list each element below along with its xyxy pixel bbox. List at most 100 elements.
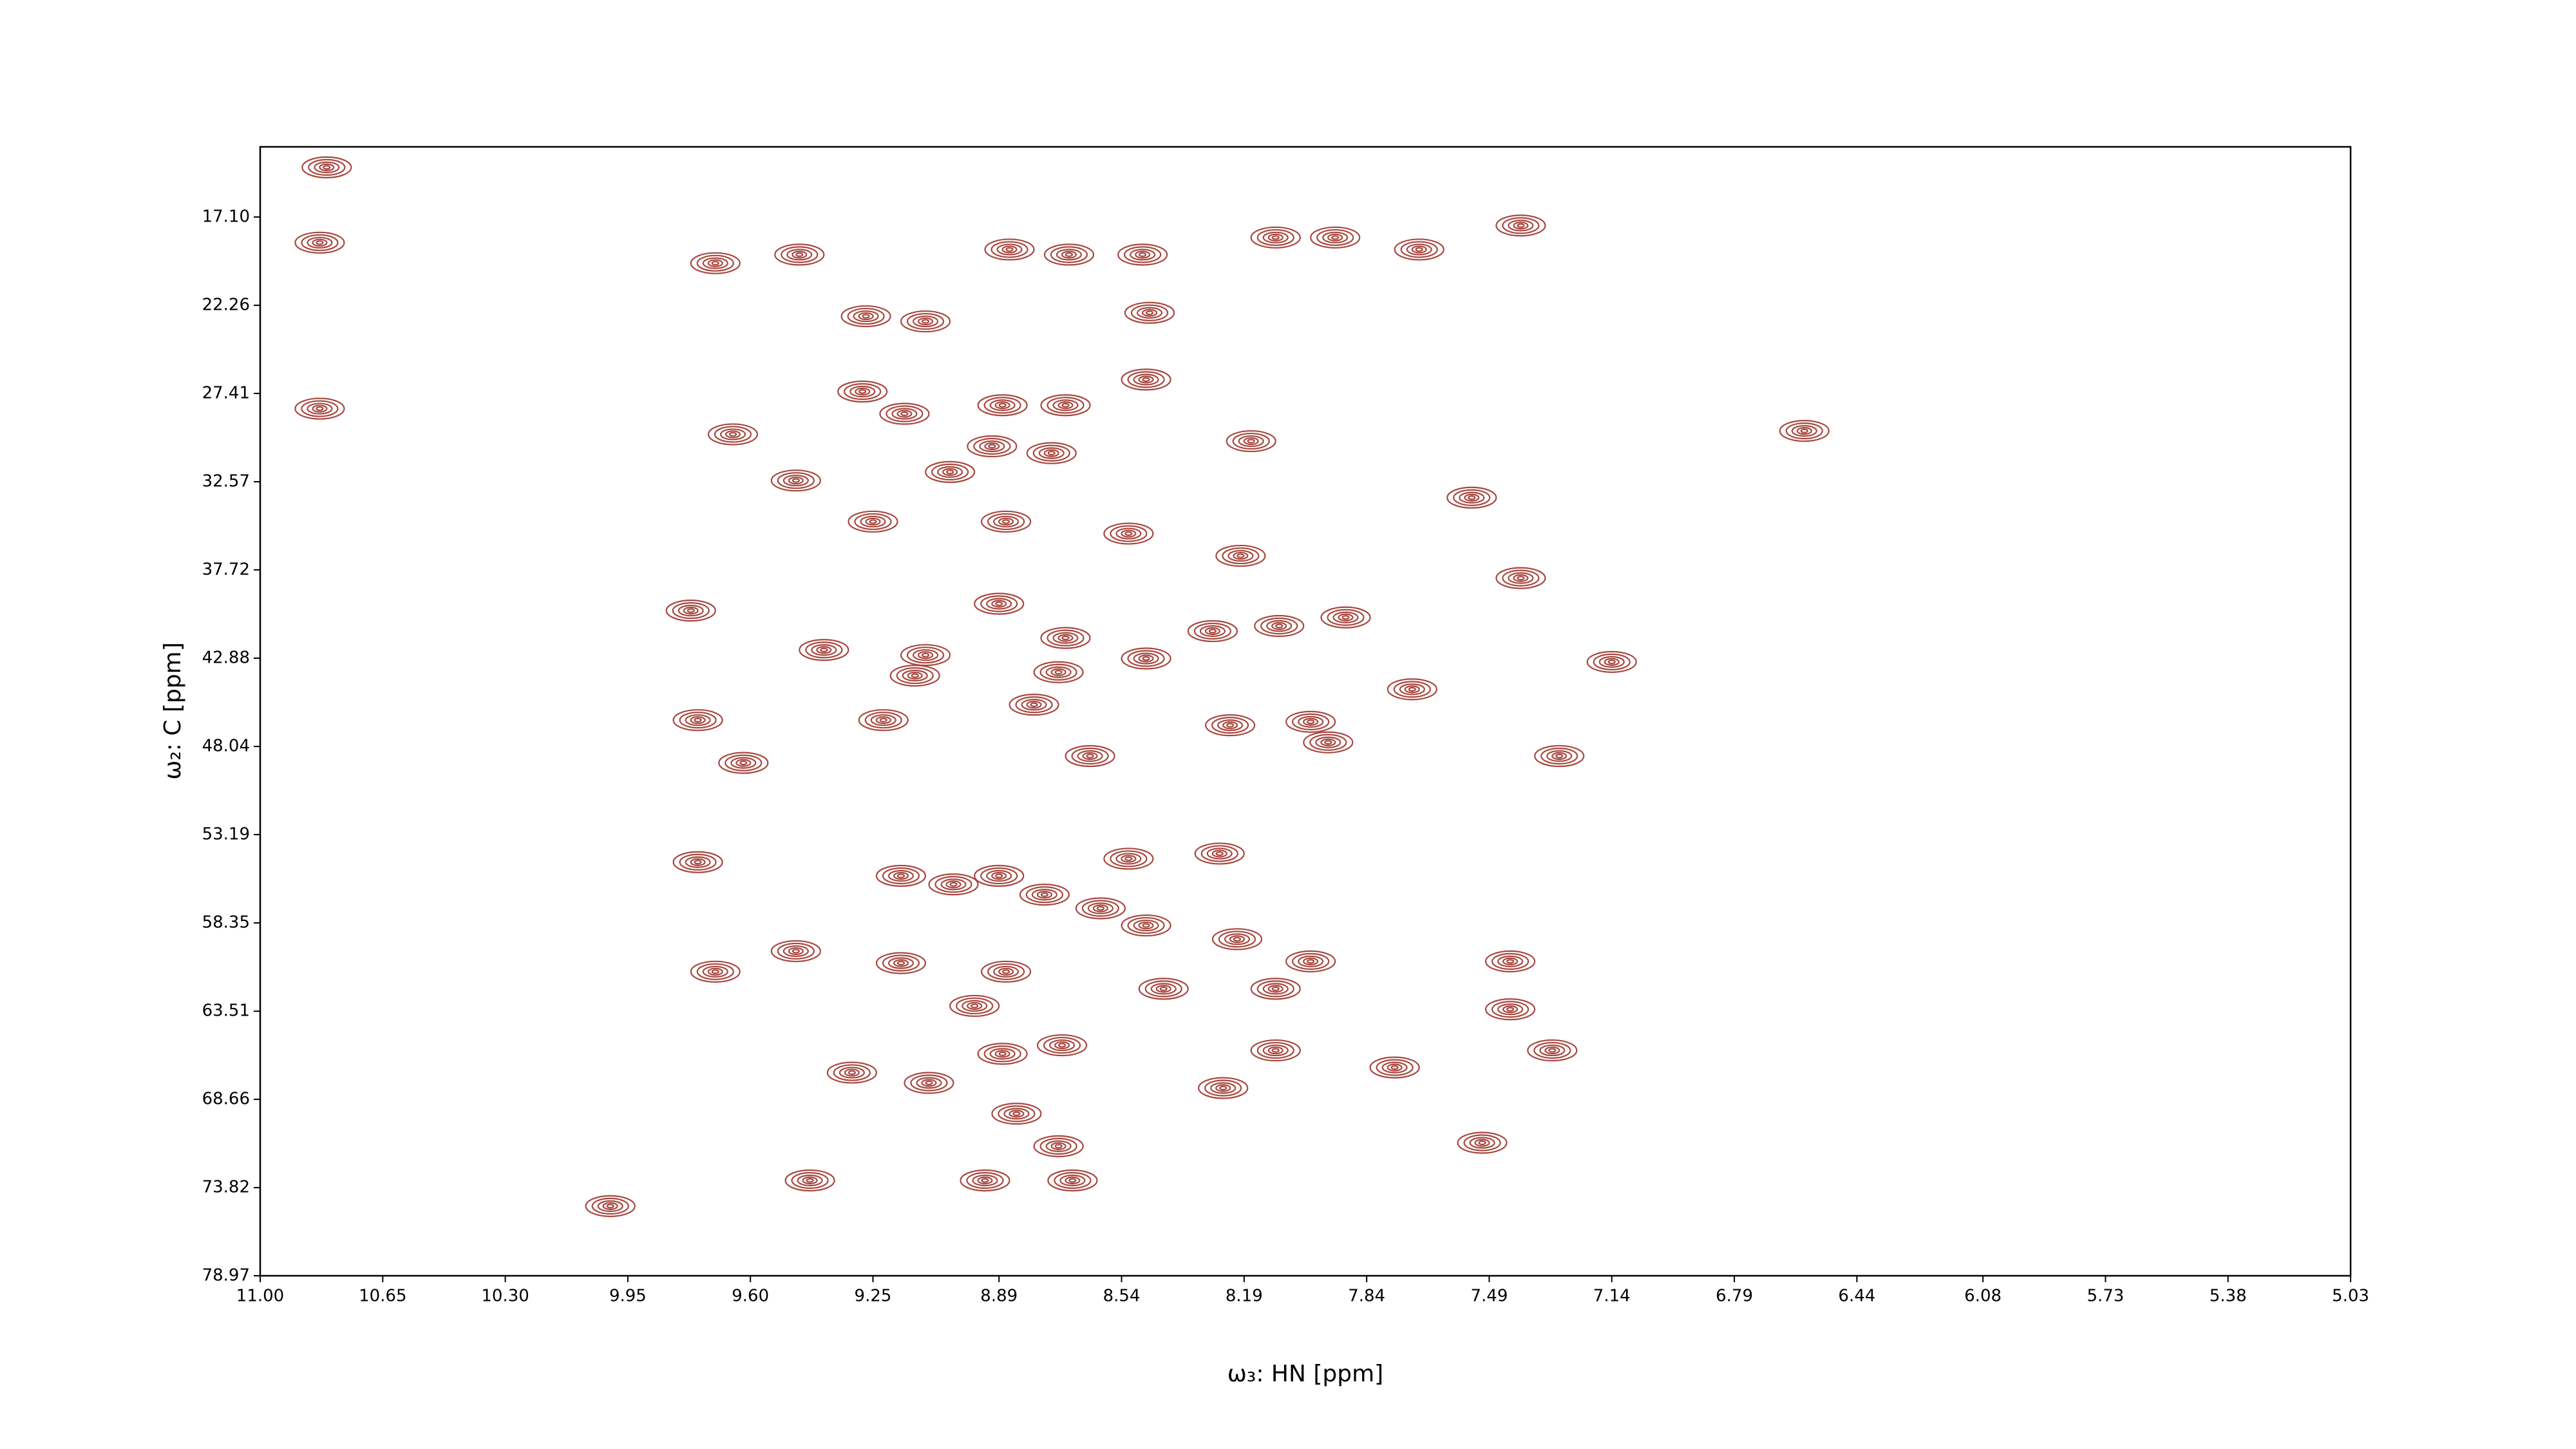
x-tick-label: 6.44: [1838, 1287, 1875, 1306]
peak-contour: [991, 1103, 1042, 1125]
peak-contour: [1075, 897, 1126, 920]
peak-contour: [981, 510, 1032, 533]
peak-contour: [1527, 1039, 1578, 1062]
peak-contour: [690, 960, 741, 983]
peak-contour: [294, 231, 345, 254]
peak-contour: [1534, 744, 1585, 768]
peak-contour: [585, 1195, 636, 1217]
x-tick-label: 9.60: [732, 1287, 769, 1306]
peak-contour: [1121, 914, 1171, 937]
x-tick-label: 8.54: [1103, 1287, 1141, 1306]
x-tick-label: 5.38: [2210, 1287, 2247, 1306]
x-axis-label: ω₃: HN [ppm]: [1227, 1361, 1383, 1387]
peak-contour: [1369, 1056, 1420, 1079]
peak-contour: [977, 1043, 1028, 1065]
peak-contour: [900, 310, 951, 333]
peak-contour: [1211, 928, 1263, 951]
peak-contour: [1009, 694, 1059, 716]
y-tick-label: 58.35: [202, 913, 250, 933]
x-tick-label: 10.65: [359, 1287, 406, 1306]
peak-contour: [1033, 661, 1084, 683]
peak-contour: [1103, 848, 1154, 870]
peak-contour: [1457, 1132, 1508, 1154]
peak-contour: [1446, 486, 1497, 509]
peak-contour: [1285, 710, 1336, 733]
peak-contour: [900, 644, 951, 667]
peak-contour: [1026, 442, 1077, 464]
x-tick-label: 11.00: [236, 1287, 284, 1306]
peak-contour: [974, 592, 1025, 615]
peak-contour: [784, 1169, 835, 1192]
peak-contour: [294, 397, 345, 420]
peak-contour: [1310, 226, 1361, 249]
x-tick-label: 7.84: [1348, 1287, 1385, 1306]
peak-contour: [1495, 214, 1546, 237]
peak-contour: [1495, 567, 1546, 589]
peak-contour: [774, 243, 825, 266]
y-axis-label: ω₂: C [ppm]: [160, 642, 186, 780]
y-tick-label: 48.04: [202, 737, 250, 756]
peak-contour: [925, 460, 976, 483]
peak-contour: [1033, 1135, 1084, 1157]
peak-contour: [1394, 238, 1444, 261]
x-tick-label: 8.19: [1226, 1287, 1263, 1306]
peak-contour: [672, 851, 723, 873]
peak-contour: [960, 1169, 1010, 1192]
peak-contour: [889, 665, 940, 687]
peak-contour: [1285, 950, 1336, 972]
peak-contour: [1124, 301, 1175, 324]
peak-contour: [1103, 522, 1154, 545]
peak-contour: [1047, 1169, 1098, 1192]
peak-contour: [690, 252, 741, 274]
peak-contour: [949, 994, 1000, 1018]
peak-contour: [1019, 884, 1070, 906]
y-tick-label: 17.10: [202, 207, 250, 226]
peak-contour: [707, 423, 759, 446]
peak-contour: [1194, 842, 1245, 865]
peak-contour: [1037, 1034, 1088, 1057]
peak-contour: [770, 940, 821, 963]
peak-contour: [826, 1061, 877, 1084]
y-tick-label: 63.51: [202, 1001, 250, 1021]
peak-contour: [1040, 627, 1091, 649]
peak-contour: [1484, 950, 1536, 972]
peak-contour: [1586, 650, 1637, 673]
peak-contour: [875, 952, 927, 974]
peak-contour: [1043, 243, 1095, 266]
peak-contour: [904, 1072, 954, 1094]
peak-contour: [840, 305, 891, 328]
plot-frame: [259, 146, 2352, 1277]
y-tick-label: 73.82: [202, 1178, 250, 1197]
peak-contour: [984, 238, 1035, 261]
peak-contour: [1254, 614, 1305, 638]
peak-contour: [1215, 544, 1266, 567]
y-tick-label: 37.72: [202, 560, 250, 579]
peak-contour: [672, 709, 723, 732]
peak-contour: [1198, 1077, 1249, 1099]
peak-contour: [974, 864, 1025, 887]
x-tick-label: 7.49: [1471, 1287, 1508, 1306]
peak-contour: [1138, 978, 1189, 1000]
peak-contour: [977, 394, 1028, 417]
peak-contour: [1117, 243, 1168, 266]
peak-contour: [928, 873, 979, 896]
y-tick-label: 27.41: [202, 383, 250, 402]
peak-contour: [837, 380, 888, 403]
x-tick-label: 7.14: [1593, 1287, 1631, 1306]
peak-contour: [875, 864, 927, 887]
peak-contour: [770, 469, 821, 492]
y-tick-label: 22.26: [202, 296, 250, 315]
peak-contour: [301, 156, 352, 178]
peak-contour: [1320, 606, 1371, 629]
peak-contour: [858, 709, 909, 732]
x-tick-label: 9.95: [609, 1287, 647, 1306]
peak-contour: [1040, 394, 1091, 417]
y-tick-label: 68.66: [202, 1090, 250, 1109]
x-tick-label: 6.08: [1964, 1287, 2002, 1306]
peak-contour: [967, 435, 1018, 458]
peak-contour: [879, 402, 930, 425]
peak-contour: [1484, 998, 1536, 1021]
peak-contour: [799, 639, 849, 661]
peak-contour: [1250, 1039, 1301, 1062]
